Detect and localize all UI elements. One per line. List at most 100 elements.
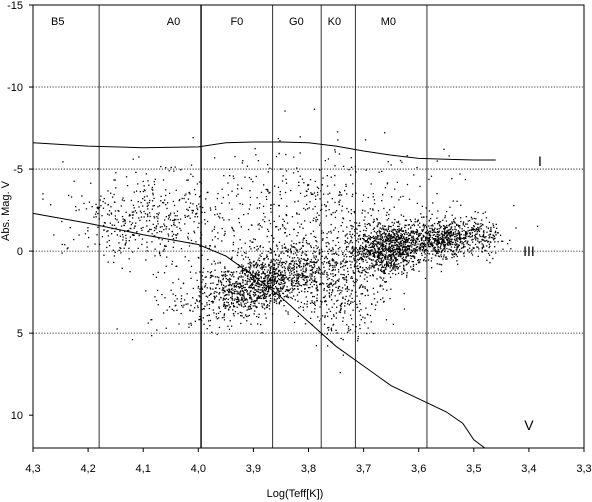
- star-point: [454, 233, 457, 235]
- star-point: [199, 206, 201, 208]
- star-point: [344, 265, 347, 267]
- star-point: [357, 259, 360, 261]
- star-point: [274, 293, 276, 295]
- star-point: [255, 293, 257, 296]
- star-point: [218, 276, 220, 279]
- star-point: [223, 314, 225, 316]
- star-point: [271, 274, 273, 277]
- star-point: [279, 301, 281, 303]
- star-point: [416, 229, 418, 231]
- star-point: [316, 294, 318, 296]
- star-point: [113, 179, 115, 181]
- star-point: [282, 274, 284, 276]
- star-point: [270, 300, 272, 302]
- star-point: [230, 288, 232, 291]
- star-point: [199, 315, 201, 318]
- star-point: [225, 297, 227, 300]
- star-point: [302, 258, 304, 260]
- star-point: [412, 240, 415, 242]
- star-point: [487, 227, 490, 229]
- star-point: [373, 252, 375, 254]
- star-point: [509, 239, 511, 241]
- star-point: [328, 284, 330, 286]
- star-point: [381, 170, 383, 172]
- star-point: [376, 238, 378, 240]
- star-point: [364, 254, 367, 256]
- star-point: [448, 242, 450, 244]
- star-point: [286, 250, 289, 252]
- star-point: [287, 267, 289, 269]
- star-point: [298, 213, 300, 215]
- star-point: [303, 279, 305, 281]
- star-point: [435, 235, 437, 237]
- star-point: [172, 293, 174, 295]
- star-point: [383, 250, 385, 252]
- star-point: [260, 277, 262, 279]
- star-point: [416, 249, 418, 251]
- star-point: [263, 294, 265, 296]
- star-point: [448, 223, 451, 226]
- star-point: [203, 292, 206, 294]
- star-point: [243, 296, 245, 298]
- star-point: [357, 265, 359, 267]
- star-point: [280, 286, 282, 288]
- star-point: [309, 279, 311, 281]
- star-point: [256, 283, 259, 285]
- star-point: [436, 228, 438, 230]
- star-point: [380, 298, 382, 301]
- star-point: [487, 252, 490, 255]
- star-point: [253, 264, 256, 266]
- star-point: [244, 176, 246, 178]
- star-point: [467, 235, 469, 238]
- star-point: [414, 242, 416, 245]
- star-point: [113, 224, 116, 226]
- star-point: [359, 314, 362, 316]
- star-point: [186, 293, 188, 295]
- star-point: [342, 217, 344, 219]
- star-point: [431, 267, 433, 269]
- star-point: [406, 241, 408, 244]
- star-point: [273, 301, 275, 303]
- star-point: [293, 261, 295, 263]
- star-point: [334, 227, 336, 229]
- star-point: [321, 334, 323, 336]
- star-point: [400, 244, 402, 247]
- star-point: [171, 263, 173, 265]
- star-point: [470, 250, 472, 252]
- star-point: [337, 299, 339, 301]
- star-point: [411, 224, 413, 226]
- star-point: [259, 225, 261, 227]
- star-point: [442, 240, 444, 242]
- star-point: [156, 232, 158, 234]
- star-point: [397, 245, 399, 247]
- star-point: [466, 233, 468, 235]
- star-point: [365, 307, 367, 309]
- star-point: [259, 245, 262, 247]
- star-point: [200, 182, 202, 185]
- star-point: [392, 249, 394, 252]
- star-point: [87, 246, 89, 248]
- star-point: [368, 254, 370, 256]
- star-point: [407, 224, 409, 226]
- star-point: [334, 274, 337, 276]
- star-point: [447, 238, 450, 240]
- star-point: [261, 332, 263, 334]
- star-point: [348, 299, 350, 301]
- star-point: [339, 199, 341, 201]
- star-point: [311, 301, 313, 304]
- star-point: [357, 254, 359, 256]
- star-point: [375, 236, 377, 238]
- star-point: [325, 300, 327, 302]
- star-point: [249, 190, 251, 192]
- star-point: [408, 247, 410, 249]
- star-point: [176, 298, 178, 300]
- star-point: [225, 293, 227, 296]
- star-point: [382, 233, 384, 235]
- star-point: [299, 248, 301, 250]
- star-point: [441, 232, 443, 234]
- star-point: [376, 262, 378, 264]
- star-point: [318, 269, 320, 271]
- star-point: [305, 296, 307, 298]
- star-point: [393, 241, 395, 243]
- star-point: [334, 283, 336, 285]
